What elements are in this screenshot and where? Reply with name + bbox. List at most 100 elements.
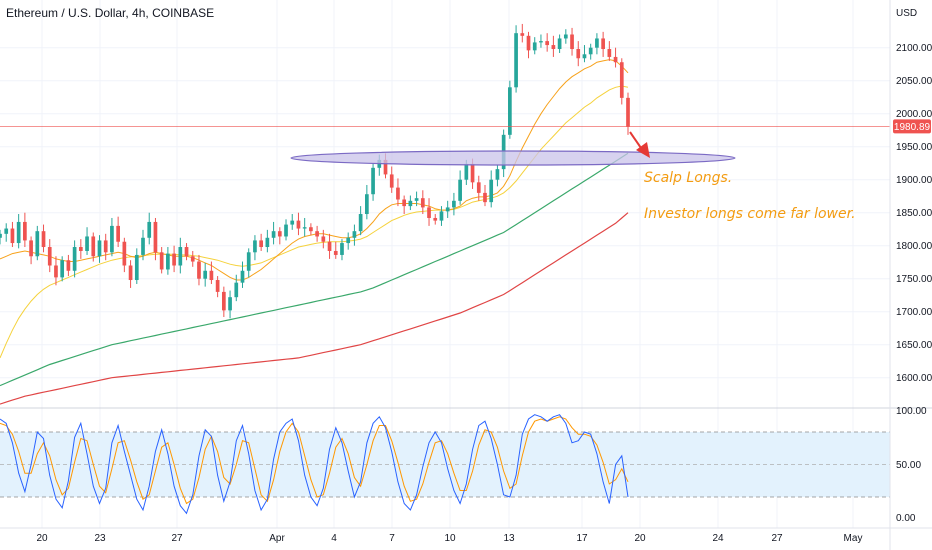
candle-body	[514, 33, 518, 88]
x-tick-label: 20	[634, 533, 646, 544]
candle-body	[215, 280, 220, 292]
osc-tick-label: 0.00	[896, 513, 916, 524]
x-tick-label: 27	[171, 533, 183, 544]
candle-body	[458, 179, 462, 201]
candle-body	[601, 38, 605, 50]
candle-body	[371, 167, 375, 195]
candle-body	[570, 34, 574, 50]
candle-body	[532, 42, 537, 51]
candle-body	[234, 282, 239, 298]
candle-body	[128, 265, 133, 281]
candle-body	[520, 33, 525, 36]
candle-body	[72, 247, 77, 271]
candle-body	[557, 38, 562, 50]
y-tick-label: 1650.00	[896, 340, 932, 351]
x-tick-label: 24	[712, 533, 724, 544]
annotation-investor-longs: Investor longs come far lower.	[644, 206, 856, 222]
candle-body	[35, 231, 40, 257]
down-arrow	[629, 131, 650, 158]
x-tick-label: 27	[771, 533, 783, 544]
candle-body	[110, 225, 114, 253]
candle-body	[327, 241, 332, 251]
candle-body	[184, 247, 189, 257]
candle-body	[321, 236, 326, 242]
candle-body	[595, 38, 599, 48]
x-tick-label: 7	[389, 533, 395, 544]
candle-body	[290, 220, 295, 225]
candle-body	[582, 54, 587, 59]
axis-unit-label: USD	[896, 8, 917, 19]
support-zone-ellipse[interactable]	[290, 150, 736, 166]
y-tick-label: 2100.00	[896, 43, 932, 54]
candle-body	[420, 198, 425, 208]
candle-body	[141, 237, 145, 255]
candle-body	[271, 231, 276, 238]
osc-tick-label: 100.00	[896, 406, 927, 417]
candle-body	[203, 270, 208, 279]
stoch-panel	[0, 414, 890, 515]
candle-body	[358, 214, 363, 232]
candle-body	[545, 41, 550, 46]
candle-body	[483, 192, 487, 203]
candle-body	[613, 56, 618, 63]
candle-body	[134, 254, 139, 281]
candle-body	[452, 200, 456, 208]
candle-body	[197, 261, 201, 279]
price-series	[0, 23, 630, 319]
candle-body	[41, 231, 46, 248]
candle-body	[346, 237, 351, 244]
x-tick-label: 17	[576, 533, 588, 544]
candle-body	[10, 228, 15, 244]
y-tick-label: 1600.00	[896, 373, 932, 384]
candle-body	[221, 291, 226, 311]
candle-body	[526, 35, 531, 51]
candle-body	[445, 207, 450, 212]
candle-body	[240, 270, 245, 283]
y-tick-label: 1700.00	[896, 307, 932, 318]
candle-body	[408, 200, 413, 207]
candle-body	[85, 236, 89, 251]
osc-tick-label: 50.00	[896, 460, 921, 471]
candle-body	[539, 41, 543, 43]
candle-body	[0, 233, 2, 238]
y-tick-label: 1850.00	[896, 208, 932, 219]
candle-body	[626, 97, 630, 127]
candle-body	[166, 253, 170, 270]
x-tick-label: Apr	[269, 533, 285, 544]
candle-body	[246, 252, 251, 271]
candle-body	[414, 198, 419, 201]
current-price-label: 1980.89	[893, 119, 931, 134]
ma-mid-line	[0, 85, 629, 359]
candle-body	[116, 225, 120, 242]
time-axis[interactable]: 20 23 27 Apr 4 7 10 13 17 20 24 27 May	[36, 533, 862, 544]
chart-title: Ethereum / U.S. Dollar, 4h, COINBASE	[6, 6, 215, 20]
candle-body	[259, 240, 263, 248]
candle-body	[551, 45, 556, 50]
candle-body	[383, 159, 388, 175]
x-tick-label: 10	[444, 533, 456, 544]
candle-body	[209, 270, 214, 281]
candle-body	[66, 260, 71, 271]
x-tick-label: 20	[36, 533, 48, 544]
candle-body	[340, 243, 344, 255]
y-tick-label: 2000.00	[896, 109, 932, 120]
y-tick-label: 1900.00	[896, 175, 932, 186]
candle-body	[78, 247, 83, 251]
candle-body	[365, 194, 369, 215]
candle-body	[309, 227, 313, 232]
candle-body	[253, 240, 257, 253]
candle-body	[402, 199, 407, 207]
x-tick-label: 23	[94, 533, 106, 544]
candle-body	[396, 187, 400, 200]
price-axis[interactable]: USD 1600.00 1650.00 1700.00 1750.00 1800.00 18…	[896, 8, 932, 384]
candle-body	[103, 240, 108, 253]
candle-body	[508, 87, 512, 135]
candle-body	[427, 207, 431, 218]
y-tick-label: 1800.00	[896, 241, 932, 252]
stoch-axis[interactable]: 0.00 50.00 100.00	[896, 406, 927, 524]
candle-body	[470, 163, 475, 183]
ma-slow-line	[0, 152, 629, 387]
candle-body	[153, 221, 158, 253]
candle-body	[60, 260, 65, 278]
